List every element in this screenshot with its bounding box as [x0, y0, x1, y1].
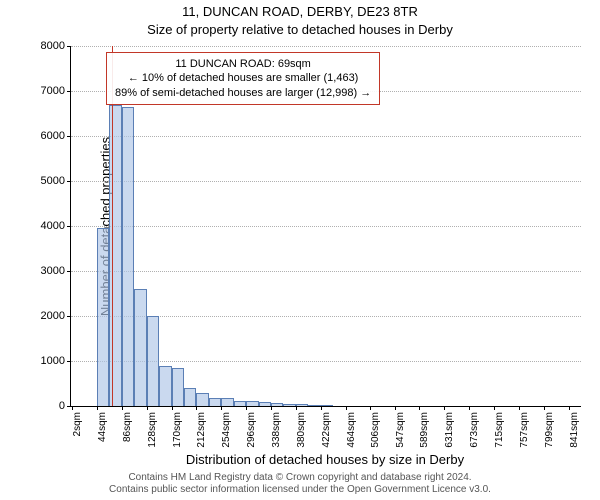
xtick-label: 254sqm — [221, 412, 232, 448]
chart-container: 11, DUNCAN ROAD, DERBY, DE23 8TR Size of… — [0, 0, 600, 500]
histogram-bar — [122, 107, 134, 406]
ytick-mark — [67, 316, 71, 317]
chart-subtitle: Size of property relative to detached ho… — [0, 22, 600, 37]
xtick-label: 715sqm — [494, 412, 505, 448]
ytick-mark — [67, 361, 71, 362]
ytick-mark — [67, 91, 71, 92]
ytick-label: 0 — [59, 400, 65, 412]
xtick-label: 757sqm — [519, 412, 530, 448]
xtick-mark — [172, 406, 173, 410]
histogram-bar — [321, 405, 333, 406]
ytick-mark — [67, 226, 71, 227]
xtick-mark — [494, 406, 495, 410]
gridline — [71, 271, 581, 272]
histogram-bar — [172, 368, 184, 406]
xtick-mark — [444, 406, 445, 410]
xtick-mark — [72, 406, 73, 410]
ytick-label: 8000 — [41, 40, 65, 52]
xtick-label: 128sqm — [147, 412, 158, 448]
xtick-label: 841sqm — [569, 412, 580, 448]
footer-line-1: Contains HM Land Registry data © Crown c… — [0, 472, 600, 484]
ytick-mark — [67, 271, 71, 272]
chart-title: 11, DUNCAN ROAD, DERBY, DE23 8TR — [0, 4, 600, 19]
histogram-bar — [159, 366, 171, 407]
xtick-mark — [97, 406, 98, 410]
legend-line: 11 DUNCAN ROAD: 69sqm — [115, 57, 371, 71]
histogram-bar — [234, 401, 246, 406]
xtick-label: 799sqm — [544, 412, 555, 448]
ytick-mark — [67, 46, 71, 47]
gridline — [71, 226, 581, 227]
xtick-label: 422sqm — [321, 412, 332, 448]
histogram-bar — [283, 404, 295, 406]
xtick-label: 380sqm — [296, 412, 307, 448]
gridline — [71, 46, 581, 47]
gridline — [71, 181, 581, 182]
histogram-bar — [221, 398, 233, 406]
ytick-mark — [67, 181, 71, 182]
xtick-mark — [122, 406, 123, 410]
histogram-bar — [308, 405, 320, 406]
histogram-bar — [184, 388, 196, 406]
xtick-label: 673sqm — [469, 412, 480, 448]
histogram-bar — [259, 402, 271, 406]
histogram-bar — [271, 403, 283, 406]
xtick-label: 506sqm — [370, 412, 381, 448]
xtick-label: 86sqm — [122, 412, 133, 442]
xtick-mark — [544, 406, 545, 410]
histogram-bar — [97, 228, 109, 406]
xtick-mark — [221, 406, 222, 410]
xtick-mark — [569, 406, 570, 410]
ytick-label: 6000 — [41, 130, 65, 142]
histogram-bar — [134, 289, 146, 406]
xtick-mark — [296, 406, 297, 410]
xtick-mark — [196, 406, 197, 410]
x-axis-label: Distribution of detached houses by size … — [70, 452, 580, 467]
ytick-label: 3000 — [41, 265, 65, 277]
footer: Contains HM Land Registry data © Crown c… — [0, 472, 600, 496]
xtick-mark — [419, 406, 420, 410]
gridline — [71, 136, 581, 137]
histogram-bar — [147, 316, 159, 406]
ytick-label: 1000 — [41, 355, 65, 367]
ytick-label: 5000 — [41, 175, 65, 187]
ytick-mark — [67, 406, 71, 407]
ytick-label: 7000 — [41, 85, 65, 97]
ytick-label: 2000 — [41, 310, 65, 322]
xtick-mark — [147, 406, 148, 410]
histogram-bar — [209, 398, 221, 406]
xtick-label: 547sqm — [395, 412, 406, 448]
ytick-mark — [67, 136, 71, 137]
xtick-label: 2sqm — [72, 412, 83, 436]
xtick-mark — [271, 406, 272, 410]
xtick-mark — [469, 406, 470, 410]
xtick-mark — [246, 406, 247, 410]
xtick-label: 212sqm — [196, 412, 207, 448]
ytick-label: 4000 — [41, 220, 65, 232]
xtick-mark — [346, 406, 347, 410]
xtick-mark — [395, 406, 396, 410]
xtick-mark — [519, 406, 520, 410]
xtick-label: 589sqm — [419, 412, 430, 448]
histogram-bar — [296, 404, 308, 406]
legend-box: 11 DUNCAN ROAD: 69sqm← 10% of detached h… — [106, 52, 380, 105]
xtick-label: 296sqm — [246, 412, 257, 448]
xtick-label: 44sqm — [97, 412, 108, 442]
histogram-bar — [196, 393, 208, 407]
xtick-mark — [321, 406, 322, 410]
xtick-mark — [370, 406, 371, 410]
legend-line: ← 10% of detached houses are smaller (1,… — [115, 71, 371, 85]
xtick-label: 464sqm — [346, 412, 357, 448]
xtick-label: 338sqm — [271, 412, 282, 448]
histogram-bar — [246, 401, 258, 406]
xtick-label: 631sqm — [444, 412, 455, 448]
footer-line-2: Contains public sector information licen… — [0, 484, 600, 496]
legend-line: 89% of semi-detached houses are larger (… — [115, 86, 371, 100]
xtick-label: 170sqm — [172, 412, 183, 448]
